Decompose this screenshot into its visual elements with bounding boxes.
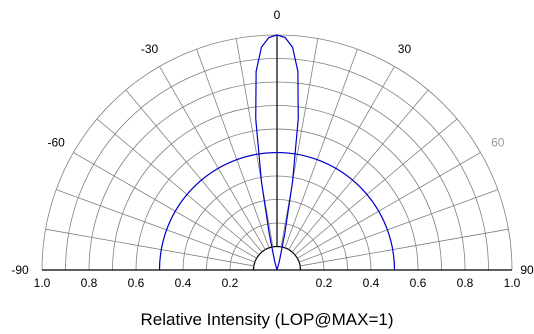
grid-spoke-80 — [300, 228, 509, 267]
grid-spoke-m30 — [159, 66, 266, 250]
angle-label-90: 90 — [520, 263, 534, 277]
grid-ring-0 — [252, 245, 302, 271]
grid-spoke-60 — [297, 152, 481, 259]
series-1-wide-arc — [158, 151, 396, 271]
radial-tick-label-9: 0.8 — [457, 276, 474, 290]
angle-label-60: 60 — [491, 136, 505, 150]
grid-spoke-m80 — [45, 228, 254, 267]
grid-spoke-70 — [298, 189, 498, 263]
grid-spoke-30 — [288, 66, 395, 250]
series-0-narrow-lobe — [255, 34, 299, 271]
grid-spoke-10 — [280, 38, 319, 247]
angle-label-m90: -90 — [11, 263, 29, 277]
grid-spoke-20 — [284, 49, 358, 249]
grid-spoke-m20 — [196, 49, 270, 249]
radial-tick-label-1: 0.8 — [81, 276, 98, 290]
radial-tick-label-0: 1.0 — [34, 276, 51, 290]
angle-label-0: 0 — [274, 8, 281, 22]
radial-tick-label-10: 1.0 — [504, 276, 521, 290]
grid-spoke-m70 — [56, 189, 256, 263]
radial-tick-label-7: 0.4 — [363, 276, 380, 290]
grid-spoke-40 — [291, 89, 429, 253]
angle-label-30: 30 — [398, 42, 412, 56]
x-axis-title: Relative Intensity (LOP@MAX=1) — [141, 310, 394, 329]
angle-label-m30: -30 — [141, 42, 159, 56]
grid-spoke-m50 — [96, 118, 260, 256]
radial-tick-label-6: 0.2 — [316, 276, 333, 290]
radial-tick-label-8: 0.6 — [410, 276, 427, 290]
label-layer: 1.0 0.8 0.6 0.4 0.2 0.2 0.4 0.6 0.8 1.0 -90 -60 -30 0… — [11, 8, 534, 290]
polar-grid — [41, 34, 513, 271]
grid-spoke-m10 — [235, 38, 274, 247]
radial-tick-label-4: 0.2 — [222, 276, 239, 290]
grid-spoke-50 — [294, 118, 458, 256]
angle-label-m60: -60 — [48, 136, 66, 150]
radial-tick-label-2: 0.6 — [128, 276, 145, 290]
radial-tick-label-3: 0.4 — [175, 276, 192, 290]
series-layer — [158, 34, 396, 271]
grid-spoke-m60 — [73, 152, 257, 259]
grid-spoke-m40 — [125, 89, 263, 253]
